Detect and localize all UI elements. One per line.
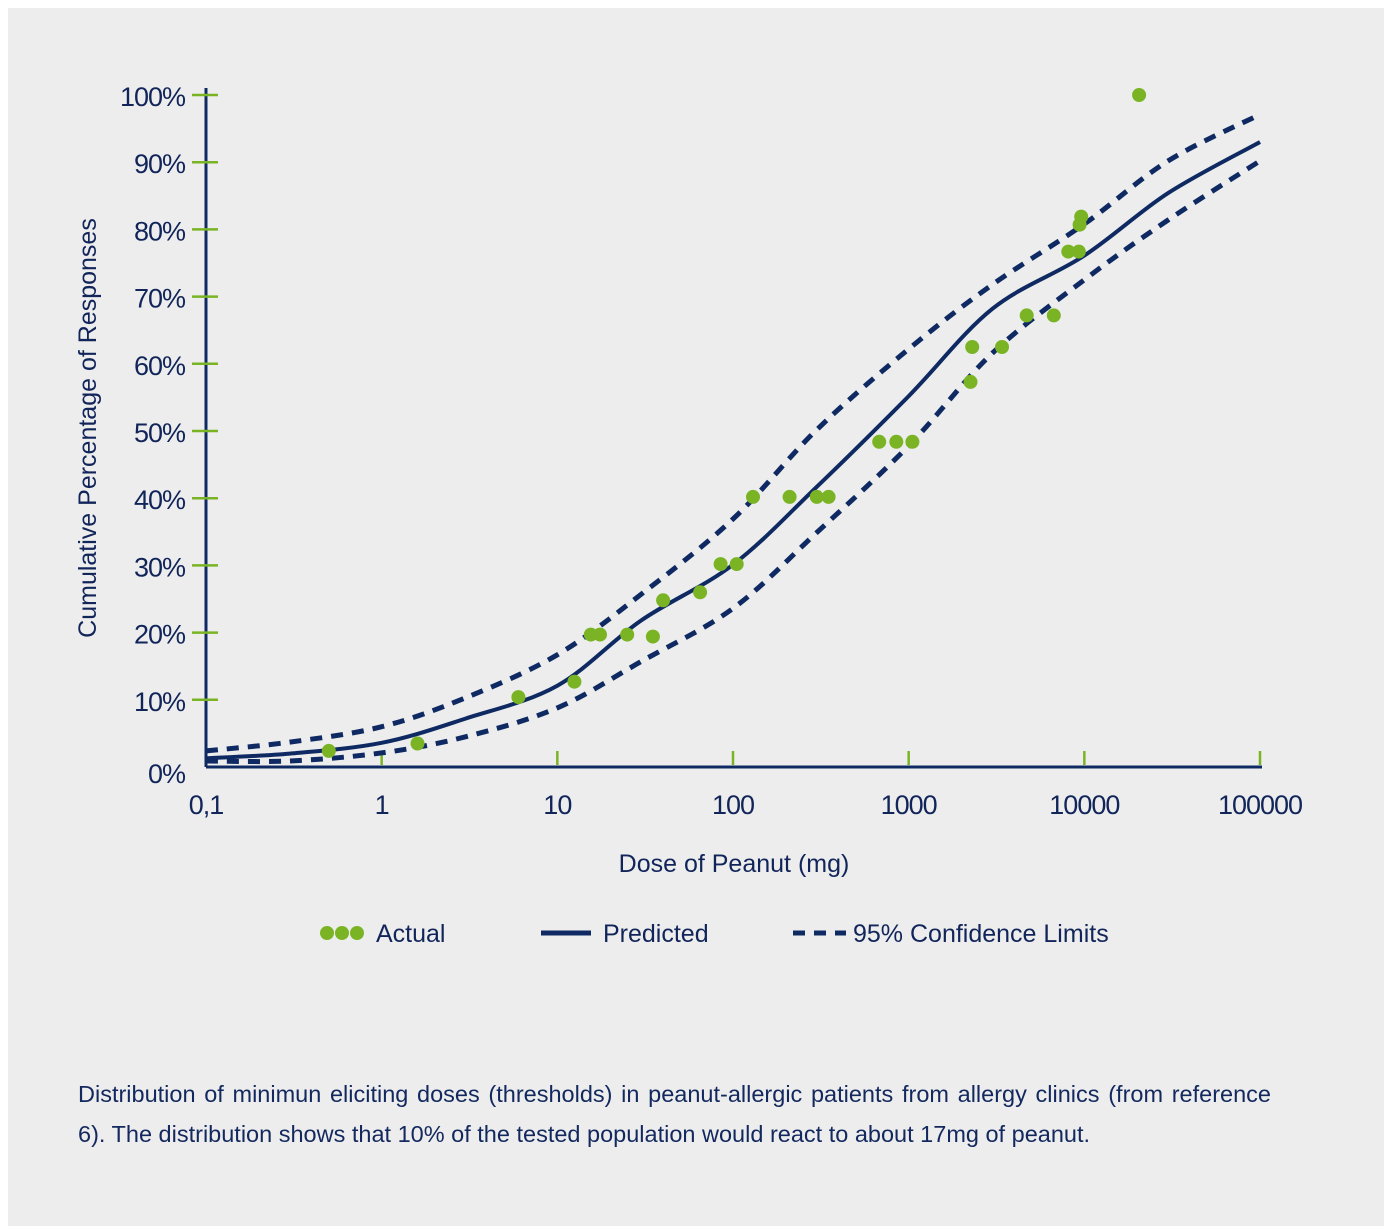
- data-point-actual: [809, 489, 824, 504]
- x-axis-title: Dose of Peanut (mg): [619, 850, 850, 878]
- y-tick-label: 10%: [134, 687, 186, 717]
- data-point-actual: [620, 627, 635, 642]
- x-tick-label: 10: [543, 790, 571, 820]
- x-tick-label: 100: [712, 790, 754, 820]
- legend-confidence-label: 95% Confidence Limits: [853, 920, 1109, 948]
- legend-actual-dot: [320, 926, 334, 940]
- points-layer: [321, 88, 1147, 758]
- y-tick-label: 90%: [134, 149, 186, 179]
- data-point-actual: [729, 557, 744, 572]
- y-tick-label: 70%: [134, 284, 186, 314]
- data-point-actual: [995, 340, 1009, 354]
- data-point-actual: [321, 743, 336, 758]
- figure-caption: Distribution of minimun eliciting doses …: [78, 1081, 1271, 1147]
- data-point-actual: [872, 434, 887, 449]
- x-tick-label: 1: [375, 790, 389, 820]
- data-point-actual: [905, 434, 920, 449]
- data-point-actual: [713, 557, 728, 572]
- data-point-actual: [645, 629, 660, 644]
- data-point-actual: [821, 489, 836, 504]
- data-point-actual: [1046, 308, 1061, 323]
- legend-actual-dot: [335, 926, 349, 940]
- confidence-upper-curve: [205, 112, 1262, 754]
- data-point-actual: [746, 489, 760, 504]
- confidence-lower-curve: [205, 158, 1262, 765]
- series-layer: [205, 112, 1262, 765]
- data-point-actual: [693, 585, 708, 600]
- y-tick-label: 100%: [120, 82, 186, 112]
- legend-predicted-label: Predicted: [603, 920, 709, 948]
- data-point-actual: [782, 489, 797, 504]
- legend-actual-dot: [350, 926, 364, 940]
- data-point-actual: [656, 593, 671, 608]
- labels-layer: 0% 10% 20% 30% 40% 50% 60% 70% 80% 90% 100% 0,1 1 10 1…: [120, 82, 1303, 820]
- y-tick-label: 80%: [134, 216, 186, 246]
- data-point-actual: [1132, 88, 1147, 102]
- y-tick-label: 60%: [134, 351, 186, 381]
- data-point-actual: [1019, 308, 1034, 323]
- data-point-actual: [1071, 244, 1086, 259]
- legend-actual-label: Actual: [376, 920, 445, 948]
- data-point-actual: [1061, 244, 1076, 259]
- axes-layer: [192, 88, 1262, 769]
- y-tick-label: 50%: [134, 418, 186, 448]
- chart-panel: 0% 10% 20% 30% 40% 50% 60% 70% 80% 90% 100% 0,1 1 10 1…: [8, 8, 1384, 1226]
- data-point-actual: [567, 674, 582, 689]
- y-tick-label: 0%: [148, 759, 186, 789]
- data-point-actual: [410, 736, 425, 751]
- x-tick-label: 10000: [1049, 790, 1119, 820]
- x-tick-label: 100000: [1218, 790, 1302, 820]
- y-tick-label: 40%: [134, 485, 186, 515]
- data-point-actual: [963, 374, 978, 389]
- data-point-actual: [511, 690, 526, 705]
- data-point-actual: [889, 434, 904, 449]
- x-tick-label: 0,1: [189, 790, 224, 820]
- predicted-curve: [205, 140, 1261, 761]
- data-point-actual: [593, 627, 607, 642]
- chart-svg: 0% 10% 20% 30% 40% 50% 60% 70% 80% 90% 100% 0,1 1 10 1…: [74, 82, 1303, 948]
- data-point-actual: [965, 340, 980, 354]
- y-tick-label: 20%: [134, 620, 186, 650]
- data-point-actual: [1074, 209, 1089, 224]
- y-tick-label: 30%: [134, 552, 186, 582]
- y-axis-title: Cumulative Percentage of Responses: [74, 218, 102, 638]
- legend: Actual Predicted 95% Confidence Limits: [320, 920, 1109, 948]
- x-tick-label: 1000: [881, 790, 937, 820]
